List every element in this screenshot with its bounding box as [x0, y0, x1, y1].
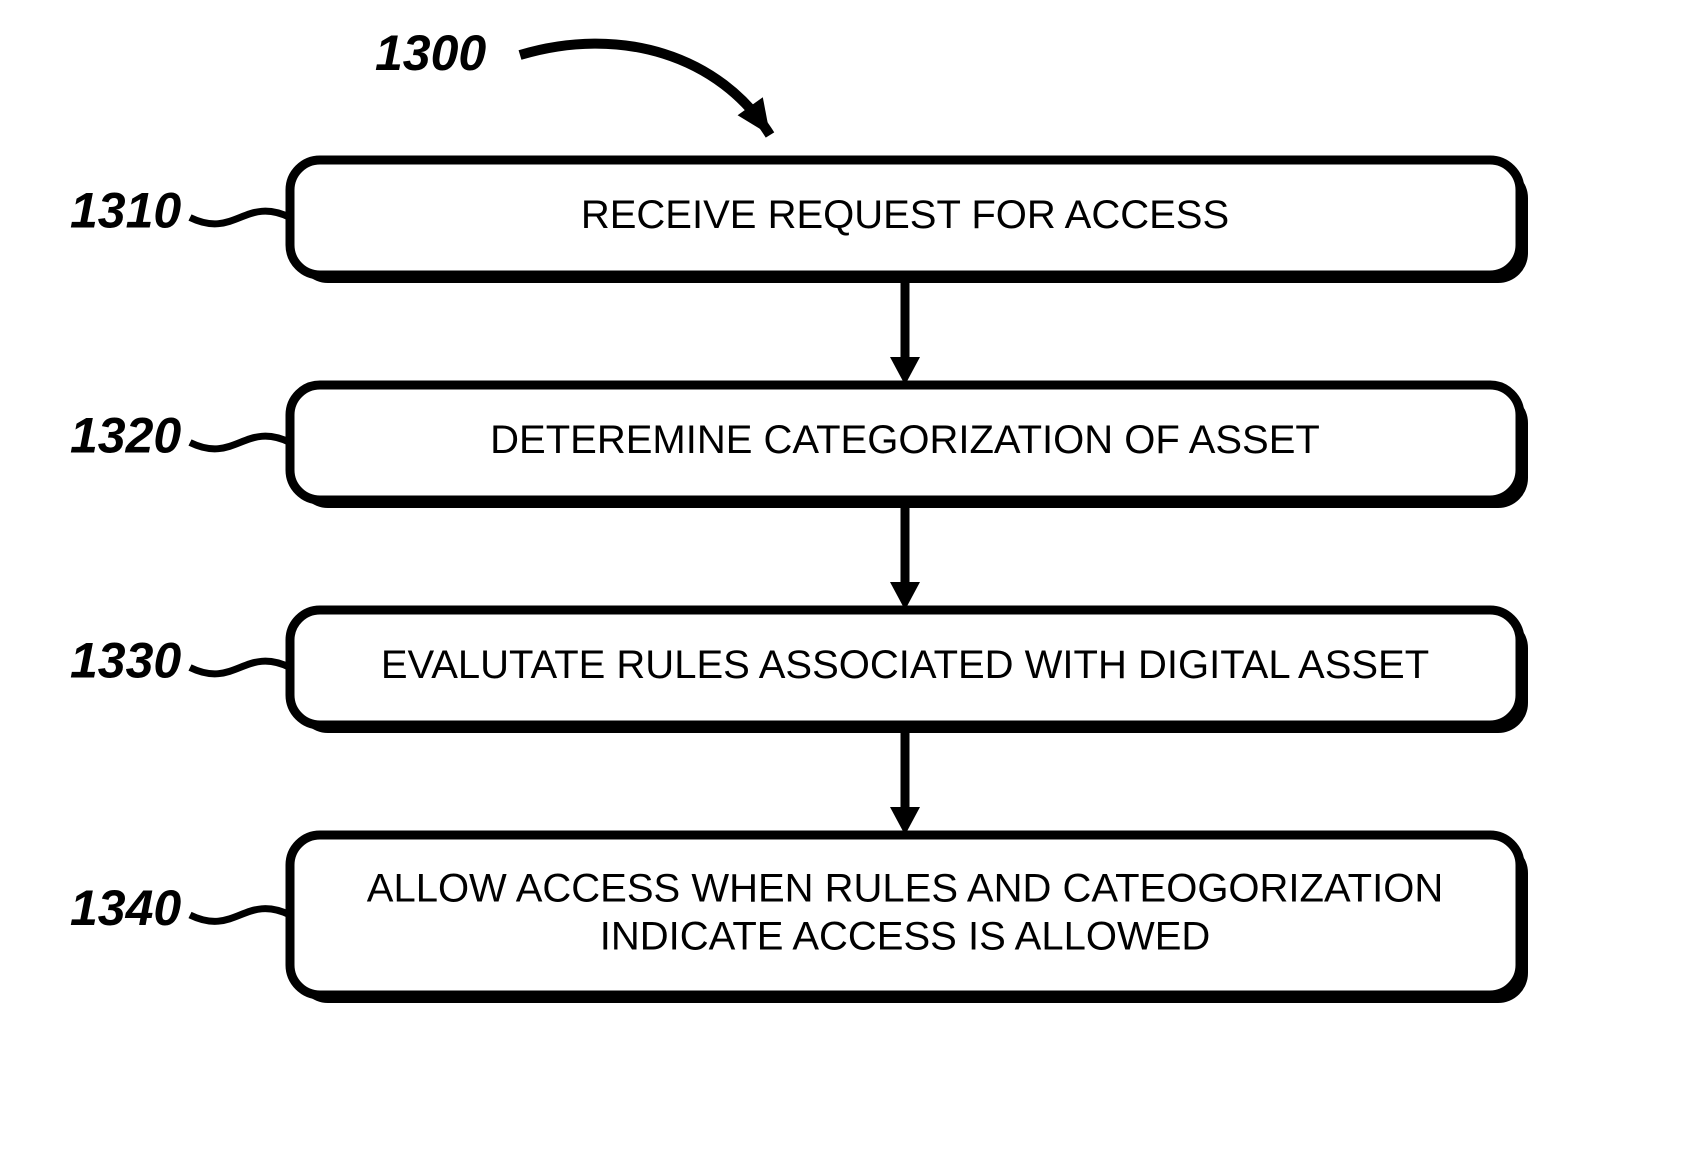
- box-text: DETEREMINE CATEGORIZATION OF ASSET: [490, 418, 1320, 462]
- flowchart-step-n4: ALLOW ACCESS WHEN RULES AND CATEOGORIZAT…: [290, 835, 1528, 1003]
- flowchart-step-n3: EVALUTATE RULES ASSOCIATED WITH DIGITAL …: [290, 610, 1528, 733]
- step-number-label: 1310: [70, 183, 181, 239]
- label-connector: [190, 661, 290, 674]
- box-text: RECEIVE REQUEST FOR ACCESS: [581, 193, 1229, 237]
- diagram-number-label: 1300: [375, 25, 486, 81]
- box-text: ALLOW ACCESS WHEN RULES AND CATEOGORIZAT…: [367, 867, 1443, 911]
- step-number-label: 1340: [70, 880, 181, 936]
- flowchart-canvas: 1300 RECEIVE REQUEST FOR ACCESS 1310 DETERE…: [0, 0, 1682, 1176]
- flowchart-step-n1: RECEIVE REQUEST FOR ACCESS: [290, 160, 1528, 283]
- label-connector: [190, 909, 290, 922]
- label-connector: [190, 211, 290, 224]
- box-text: INDICATE ACCESS IS ALLOWED: [600, 915, 1211, 959]
- title-arrow: [520, 44, 770, 135]
- flowchart-step-n2: DETEREMINE CATEGORIZATION OF ASSET: [290, 385, 1528, 508]
- step-number-label: 1330: [70, 633, 181, 689]
- label-connector: [190, 436, 290, 449]
- box-text: EVALUTATE RULES ASSOCIATED WITH DIGITAL …: [381, 643, 1429, 687]
- step-number-label: 1320: [70, 408, 181, 464]
